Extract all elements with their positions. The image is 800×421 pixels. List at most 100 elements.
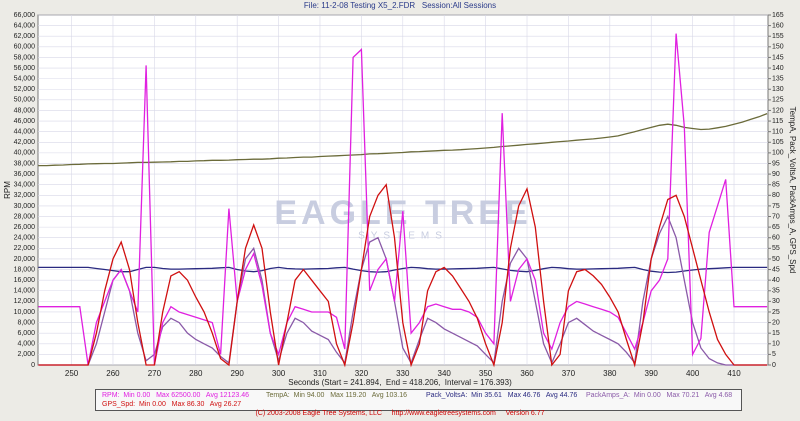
y-tick-label: 58,000 bbox=[14, 54, 36, 61]
y-tick-label: 42,000 bbox=[14, 139, 36, 146]
y-tick-label: 6,000 bbox=[17, 330, 35, 337]
y2-tick-label: 85 bbox=[772, 182, 780, 189]
x-tick-label: 310 bbox=[313, 369, 327, 378]
x-tick-label: 390 bbox=[645, 369, 659, 378]
y-tick-label: 30,000 bbox=[14, 203, 36, 210]
y2-tick-label: 155 bbox=[772, 33, 784, 40]
y-tick-label: 26,000 bbox=[14, 224, 36, 231]
y-tick-label: 50,000 bbox=[14, 97, 36, 104]
y2-tick-label: 165 bbox=[772, 12, 784, 19]
y2-tick-label: 35 bbox=[772, 288, 780, 295]
x-tick-label: 410 bbox=[727, 369, 741, 378]
y2-tick-label: 15 bbox=[772, 330, 780, 337]
y2-tick-label: 115 bbox=[772, 118, 783, 125]
y-tick-label: 44,000 bbox=[14, 129, 36, 136]
chart-title: File: 11-2-08 Testing X5_2.FDR Session:A… bbox=[304, 1, 496, 10]
x-tick-label: 330 bbox=[396, 369, 410, 378]
legend-stats: Min 35.61 Max 46.76 Avg 44.76 bbox=[471, 392, 578, 399]
legend-item: Pack_VoltsAMin 35.61 Max 46.76 Avg 44.76 bbox=[426, 392, 577, 399]
y-tick-label: 24,000 bbox=[14, 235, 36, 242]
x-axis-label: Seconds (Start = 241.894, End = 418.206,… bbox=[288, 378, 512, 387]
legend-stats: Min 0.00 Max 70.21 Avg 4.68 bbox=[633, 392, 733, 399]
legend-stats: Min 0.00 Max 62500.00 Avg 12123.46 bbox=[123, 392, 249, 399]
y2-tick-label: 60 bbox=[772, 235, 780, 242]
y2-tick-label: 135 bbox=[772, 75, 784, 82]
y2-tick-label: 45 bbox=[772, 266, 780, 273]
x-tick-label: 350 bbox=[479, 369, 493, 378]
y-tick-label: 60,000 bbox=[14, 44, 36, 51]
y2-tick-label: 120 bbox=[772, 107, 784, 114]
legend-stats: Min 94.00 Max 119.20 Avg 103.16 bbox=[293, 392, 408, 399]
y-tick-label: 2,000 bbox=[17, 351, 35, 358]
legend: RPMMin 0.00 Max 62500.00 Avg 12123.46 Tem… bbox=[95, 389, 742, 411]
y-tick-label: 8,000 bbox=[17, 319, 35, 326]
y2-tick-label: 145 bbox=[772, 54, 784, 61]
y2-tick-label: 40 bbox=[772, 277, 780, 284]
legend-stats: Min 0.00 Max 86.30 Avg 26.27 bbox=[138, 401, 242, 408]
y-tick-label: 4,000 bbox=[17, 341, 35, 348]
y2-tick-label: 95 bbox=[772, 160, 780, 167]
y-axis-label: RPM bbox=[3, 181, 12, 199]
y2-tick-label: 0 bbox=[772, 362, 776, 369]
x-tick-label: 340 bbox=[438, 369, 452, 378]
legend-label: RPM bbox=[102, 392, 123, 399]
y2-tick-label: 125 bbox=[772, 97, 784, 104]
y2-tick-label: 50 bbox=[772, 256, 780, 263]
y2-tick-label: 105 bbox=[772, 139, 784, 146]
y2-tick-label: 65 bbox=[772, 224, 780, 231]
y2-tick-label: 30 bbox=[772, 298, 780, 305]
y-tick-label: 28,000 bbox=[14, 213, 36, 220]
series-line bbox=[38, 33, 768, 366]
legend-label: Pack_VoltsA bbox=[426, 392, 471, 399]
y2-tick-label: 25 bbox=[772, 309, 780, 316]
y-tick-label: 40,000 bbox=[14, 150, 36, 157]
y-tick-label: 10,000 bbox=[14, 309, 36, 316]
y2-tick-label: 130 bbox=[772, 86, 784, 93]
y2-tick-label: 5 bbox=[772, 351, 776, 358]
y2-tick-label: 150 bbox=[772, 44, 784, 51]
x-tick-label: 380 bbox=[603, 369, 617, 378]
y2-tick-label: 140 bbox=[772, 65, 784, 72]
y-tick-label: 52,000 bbox=[14, 86, 36, 93]
y-tick-label: 32,000 bbox=[14, 192, 36, 199]
x-tick-label: 370 bbox=[562, 369, 576, 378]
x-tick-label: 400 bbox=[686, 369, 700, 378]
y-tick-label: 20,000 bbox=[14, 256, 36, 263]
y2-tick-label: 100 bbox=[772, 150, 784, 157]
y-tick-label: 64,000 bbox=[14, 22, 36, 29]
y-tick-label: 46,000 bbox=[14, 118, 36, 125]
legend-item: GPS_SpdMin 0.00 Max 86.30 Avg 26.27 bbox=[102, 401, 241, 408]
y-tick-label: 18,000 bbox=[14, 266, 36, 273]
series-line bbox=[38, 183, 768, 368]
series-line bbox=[38, 112, 768, 167]
x-tick-label: 250 bbox=[65, 369, 79, 378]
legend-item: PackAmps_AMin 0.00 Max 70.21 Avg 4.68 bbox=[586, 392, 732, 399]
y-tick-label: 36,000 bbox=[14, 171, 36, 178]
y-tick-label: 0 bbox=[31, 362, 35, 369]
y2-tick-label: 20 bbox=[772, 319, 780, 326]
y2-tick-label: 70 bbox=[772, 213, 780, 220]
chart: EAGLE TREE SYSTEMS File: 11-2-08 Testing… bbox=[3, 1, 797, 387]
legend-label: TempA bbox=[266, 392, 294, 399]
y-tick-label: 34,000 bbox=[14, 182, 36, 189]
footer: (C) 2003-2008 Eagle Tree Systems, LLC ht… bbox=[255, 410, 545, 417]
x-tick-label: 320 bbox=[355, 369, 369, 378]
x-tick-label: 280 bbox=[189, 369, 203, 378]
legend-item: RPMMin 0.00 Max 62500.00 Avg 12123.46 bbox=[102, 392, 249, 399]
y-tick-label: 54,000 bbox=[14, 75, 36, 82]
y-tick-label: 48,000 bbox=[14, 107, 36, 114]
y2-tick-label: 75 bbox=[772, 203, 780, 210]
y2-tick-label: 10 bbox=[772, 341, 780, 348]
y2-tick-label: 160 bbox=[772, 22, 784, 29]
y-tick-label: 56,000 bbox=[14, 65, 36, 72]
y-tick-label: 22,000 bbox=[14, 245, 36, 252]
y-tick-label: 62,000 bbox=[14, 33, 36, 40]
y-tick-label: 16,000 bbox=[14, 277, 36, 284]
legend-item: TempAMin 94.00 Max 119.20 Avg 103.16 bbox=[266, 392, 407, 399]
y-tick-label: 38,000 bbox=[14, 160, 36, 167]
legend-label: GPS_Spd bbox=[102, 401, 139, 408]
x-tick-label: 300 bbox=[272, 369, 286, 378]
y2-tick-label: 80 bbox=[772, 192, 780, 199]
x-tick-label: 270 bbox=[148, 369, 162, 378]
